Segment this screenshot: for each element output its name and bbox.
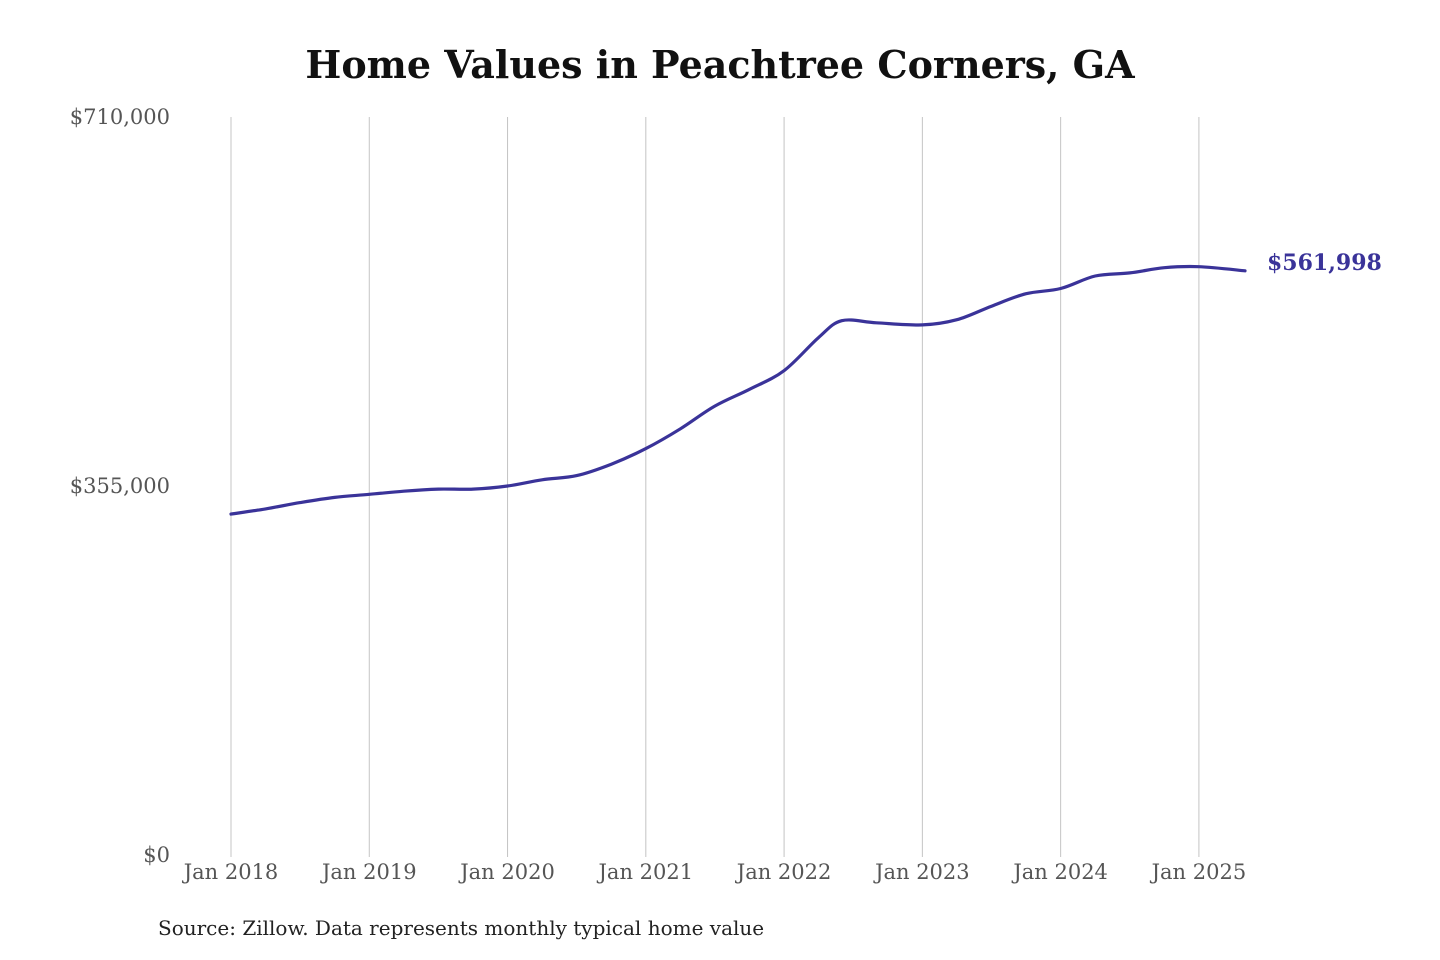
data-point — [575, 474, 579, 478]
y-tick-label: $355,000 — [70, 474, 170, 498]
data-point — [540, 478, 544, 482]
data-point — [1197, 265, 1201, 269]
data-point — [678, 427, 682, 431]
x-tick-label: Jan 2022 — [735, 860, 832, 884]
gridlines — [230, 117, 1200, 857]
data-point — [1162, 266, 1166, 270]
x-tick-label: Jan 2020 — [458, 860, 555, 884]
data-point — [748, 387, 752, 391]
series-line — [229, 264, 1247, 516]
series-layer: $561,998 — [229, 250, 1382, 516]
x-tick-label: Jan 2019 — [320, 860, 417, 884]
data-point — [840, 319, 844, 323]
x-tick-label: Jan 2025 — [1150, 860, 1247, 884]
y-tick-label: $710,000 — [70, 105, 170, 129]
x-tick-label: Jan 2023 — [873, 860, 970, 884]
data-point — [782, 369, 786, 373]
end-value-label: $561,998 — [1267, 250, 1382, 276]
data-point — [644, 447, 648, 451]
data-point — [506, 484, 510, 488]
data-point — [298, 501, 302, 505]
data-point — [333, 495, 337, 499]
x-axis-tick-labels: Jan 2018 Jan 2019 Jan 2020 Jan 2021 Jan 2022… — [182, 860, 1247, 884]
y-axis-tick-labels: $710,000 $355,000 $0 — [70, 105, 170, 867]
x-tick-label: Jan 2024 — [1011, 860, 1108, 884]
data-point — [264, 507, 268, 511]
data-point — [817, 335, 821, 339]
x-tick-label: Jan 2018 — [182, 860, 279, 884]
source-note: Source: Zillow. Data represents monthly … — [158, 916, 765, 940]
data-point — [367, 492, 371, 496]
data-point — [990, 304, 994, 308]
chart-title: Home Values in Peachtree Corners, GA — [305, 42, 1135, 87]
data-point — [1024, 292, 1028, 296]
data-point — [1243, 269, 1247, 273]
data-point — [1093, 274, 1097, 278]
data-point — [471, 487, 475, 491]
data-point — [874, 321, 878, 325]
data-point — [1128, 271, 1132, 275]
x-tick-label: Jan 2021 — [597, 860, 694, 884]
data-point — [920, 323, 924, 327]
data-point — [229, 512, 233, 516]
y-tick-label: $0 — [143, 843, 170, 867]
data-point — [1059, 287, 1063, 291]
data-point — [436, 487, 440, 491]
data-point — [402, 489, 406, 493]
data-point — [713, 404, 717, 408]
data-point — [609, 462, 613, 466]
data-point — [955, 318, 959, 322]
